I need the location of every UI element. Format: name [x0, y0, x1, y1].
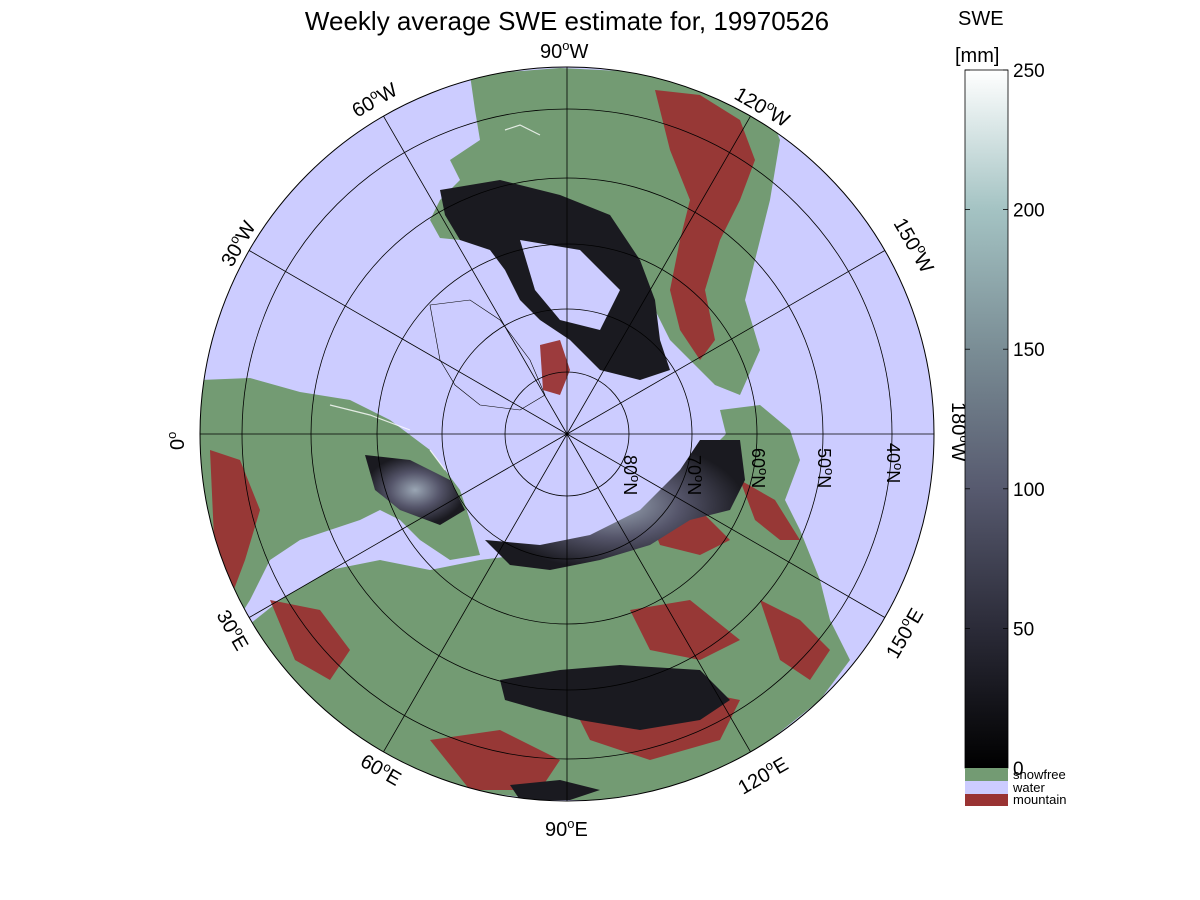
category-label-mountain: mountain — [1013, 792, 1066, 807]
meridian-line — [248, 433, 568, 618]
lat-label-80n: 80oN — [620, 455, 643, 495]
colorbar-tick-label: 150 — [1013, 340, 1045, 361]
meridian-line — [383, 433, 568, 753]
latitude-labels: 80oN 70oN 60oN 50oN 40oN — [620, 443, 906, 495]
snow-cover — [365, 180, 745, 800]
lon-label-180w: 180oW — [947, 402, 972, 462]
lon-label-90w: 90oW — [540, 38, 588, 63]
colorbar-ticks: 250 200 150 100 50 0 — [965, 61, 1045, 780]
chart-title: Weekly average SWE estimate for, 1997052… — [305, 6, 829, 36]
colorbar-label-top: SWE — [958, 8, 1004, 30]
category-swatch-water — [965, 781, 1008, 794]
meridian-line — [566, 115, 751, 435]
lat-label-60n: 60oN — [748, 448, 771, 488]
category-swatch-snowfree — [965, 768, 1008, 781]
map-boundary — [199, 66, 935, 802]
colorbar-tick-label: 250 — [1013, 61, 1045, 82]
meridians — [200, 67, 934, 801]
category-label-snowfree: snowfree — [1013, 767, 1066, 782]
colorbar-scale — [964, 69, 1009, 769]
category-swatch-mountain — [965, 794, 1008, 806]
colorbar-tick-label: 0 — [1013, 759, 1024, 780]
category-label-water: water — [1012, 780, 1045, 795]
land-greenland — [429, 299, 546, 411]
lat-label-70n: 70oN — [684, 455, 707, 495]
lat-label-50n: 50oN — [814, 448, 837, 488]
land-europe — [200, 378, 480, 640]
meridian-line — [566, 250, 886, 435]
lon-label-150w: 150oW — [889, 213, 940, 277]
lon-label-0: 0o — [164, 432, 189, 450]
lon-label-90e: 90oE — [545, 816, 588, 841]
lon-label-120e: 120oE — [733, 751, 792, 800]
lat-label-40n: 40oN — [883, 443, 906, 483]
meridian-line — [383, 115, 568, 435]
meridian-line — [566, 433, 751, 753]
coast-lines — [329, 124, 541, 471]
meridian-line — [248, 250, 568, 435]
colorbar-tick-label: 200 — [1013, 201, 1045, 222]
colorbar-label-unit: [mm] — [955, 45, 999, 67]
colorbar-tick-label: 50 — [1013, 619, 1034, 640]
meridian-line — [566, 433, 886, 618]
colorbar-tick-label: 100 — [1013, 480, 1045, 501]
